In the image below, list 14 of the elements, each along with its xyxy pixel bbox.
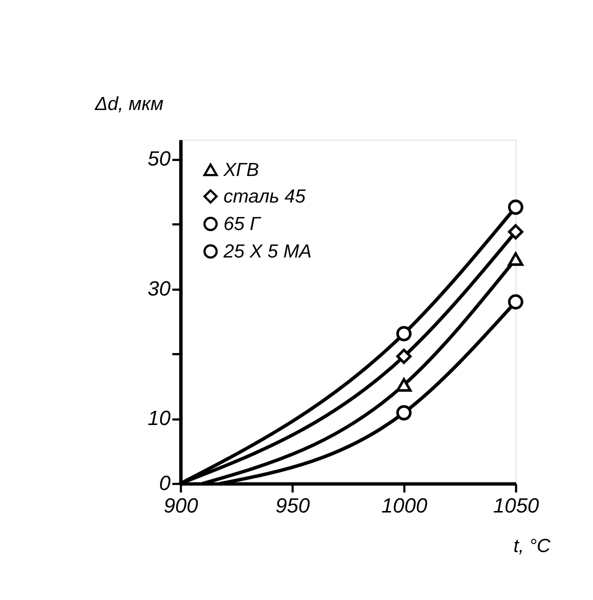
y-tick-label: 30 [148, 277, 172, 300]
y-tick-label: 0 [159, 472, 172, 495]
legend-label: 65 Г [223, 214, 262, 235]
x-tick-label: 1000 [381, 494, 428, 518]
x-tick-label: 950 [275, 494, 310, 518]
x-tick-label: 900 [164, 494, 199, 518]
x-axis-title: t, °C [514, 536, 551, 557]
legend-label: сталь 45 [223, 186, 306, 208]
y-tick-label: 10 [148, 407, 172, 430]
y-tick-label: 50 [148, 148, 172, 171]
x-tick-label: 1050 [493, 494, 540, 518]
legend-label: ХГВ [222, 160, 259, 181]
y-axis-title: Δd, мкм [94, 94, 164, 116]
legend-label: 25 Х 5 МА [222, 241, 312, 262]
